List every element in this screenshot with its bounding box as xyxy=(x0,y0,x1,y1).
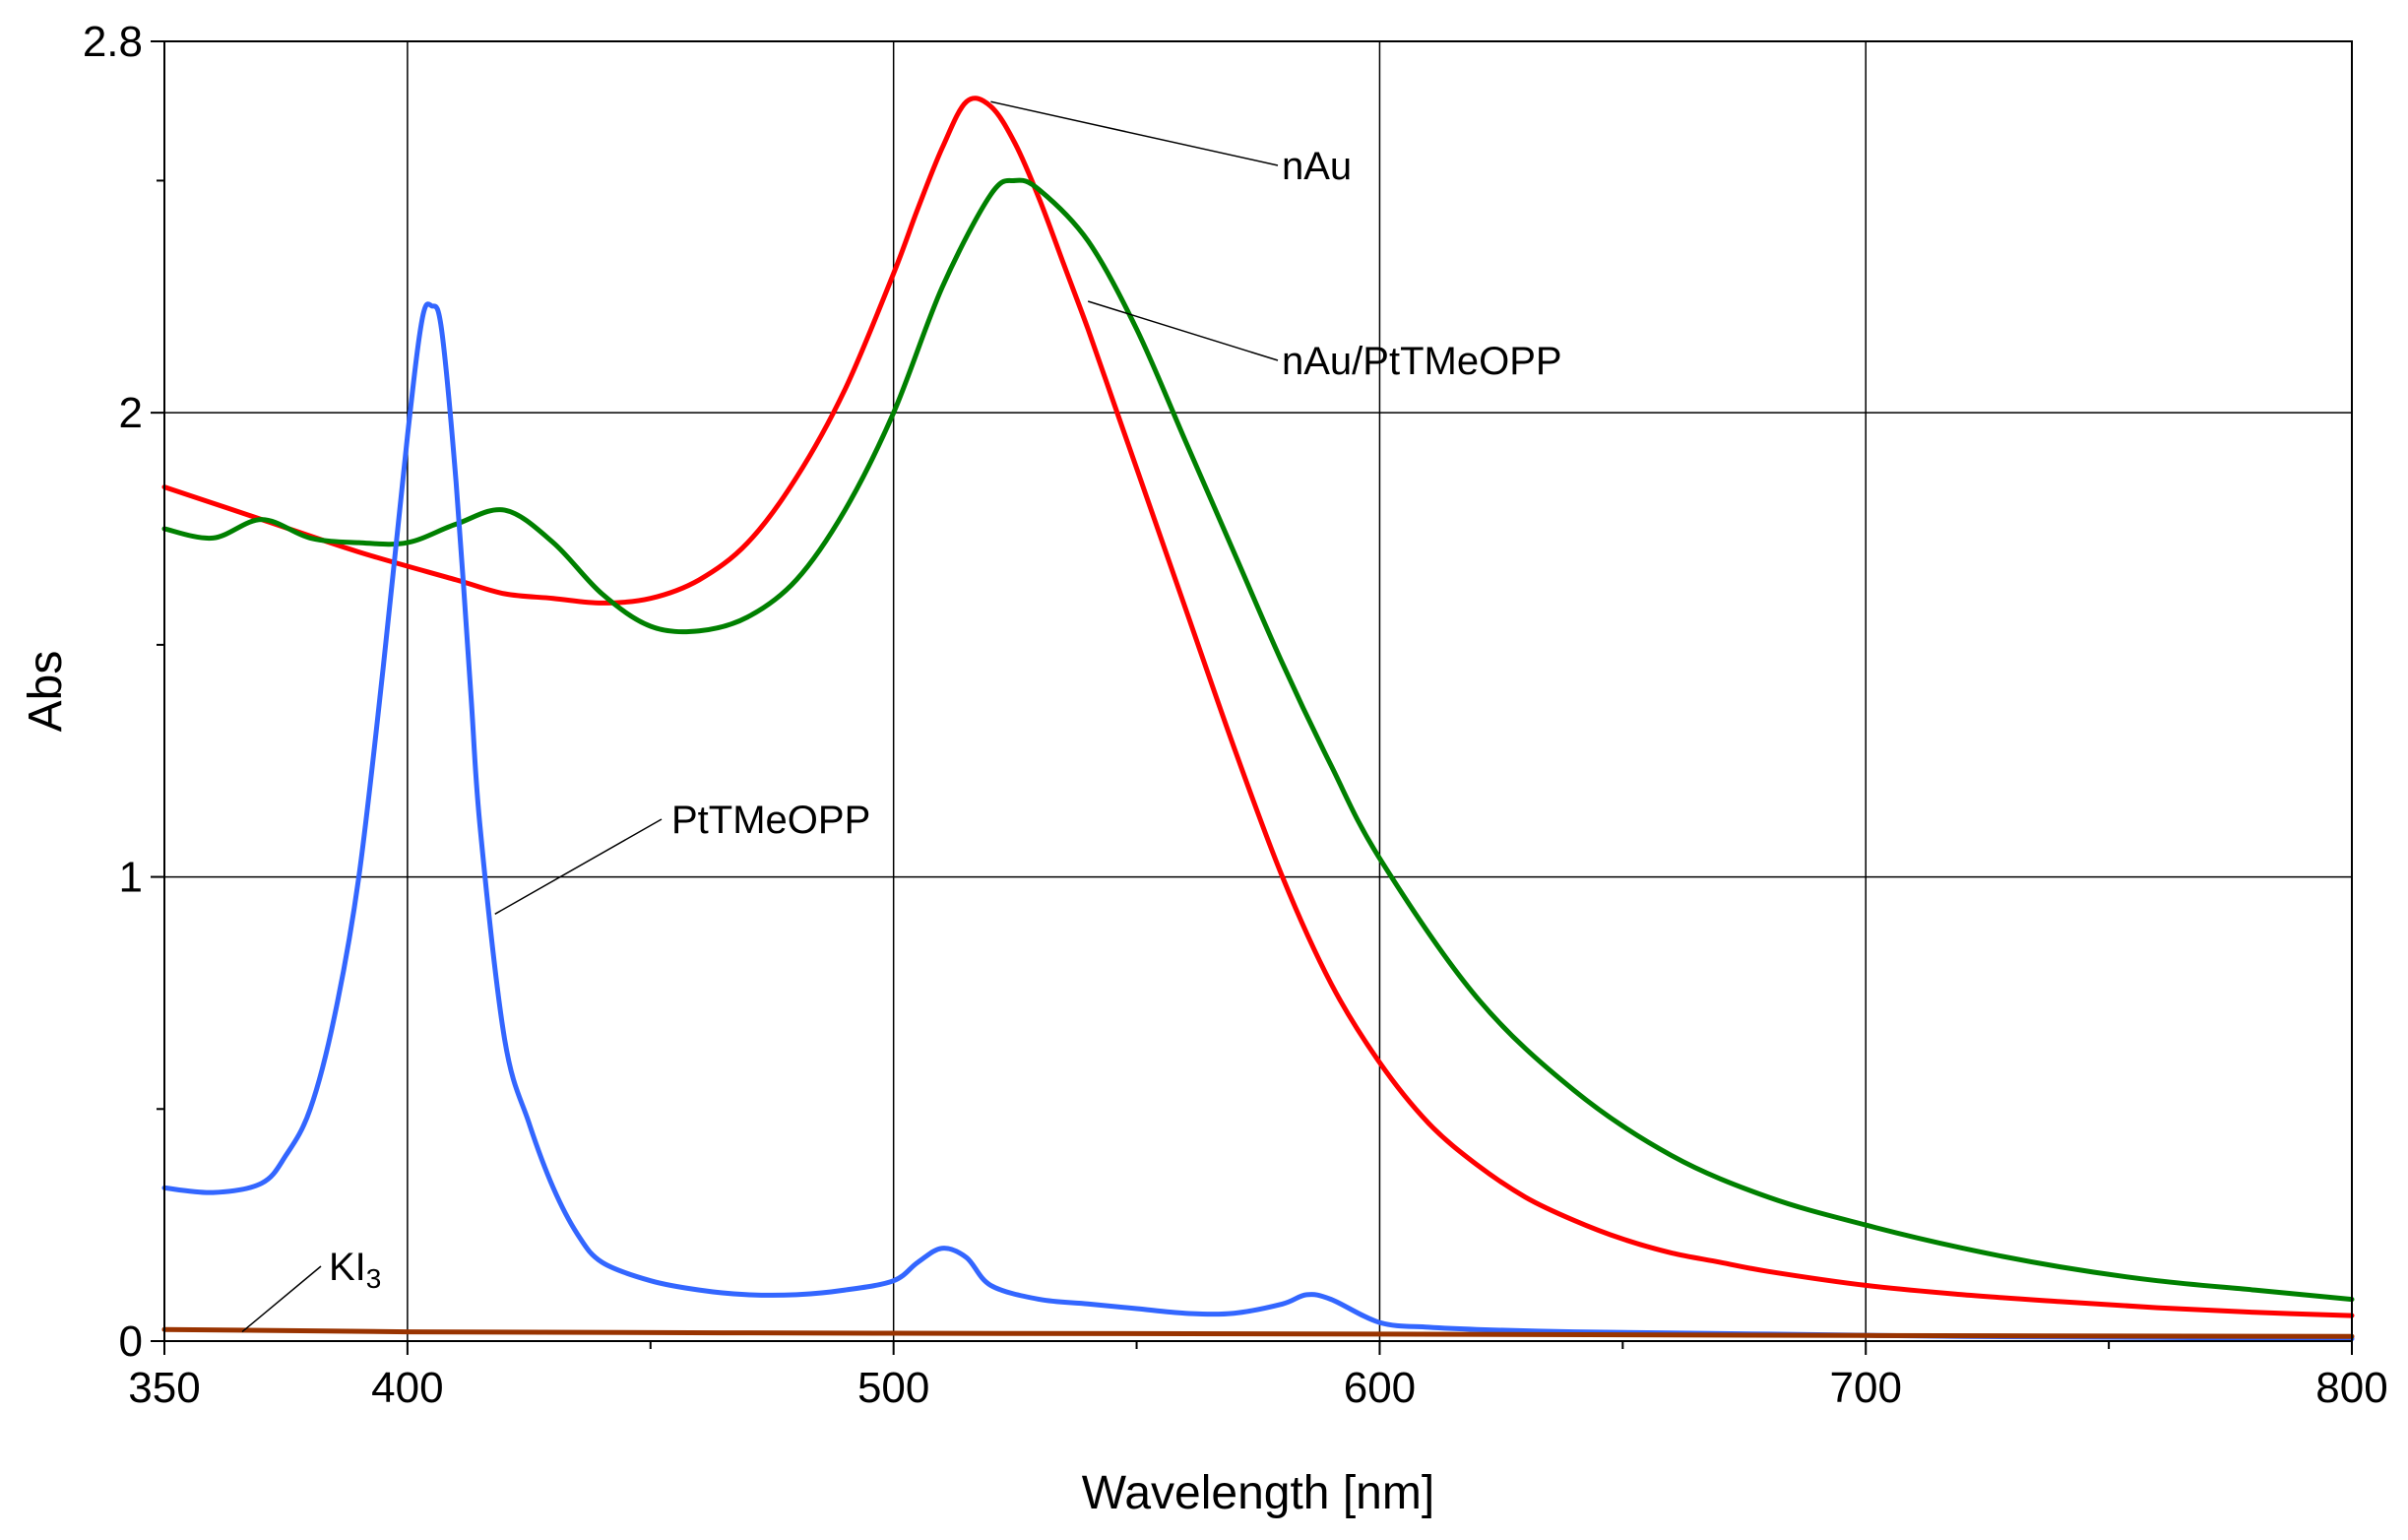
annotation-label: KI3 xyxy=(329,1246,381,1294)
annotation-leader-line xyxy=(241,1265,322,1333)
x-tick-label: 350 xyxy=(128,1364,200,1412)
grid xyxy=(164,41,2352,1341)
x-tick-label: 800 xyxy=(2315,1364,2387,1412)
x-tick-label: 500 xyxy=(857,1364,929,1412)
x-tick-label: 700 xyxy=(1830,1364,1902,1412)
annotation-leader-line xyxy=(990,100,1279,166)
series-line-pttmeopp xyxy=(161,301,2355,1342)
y-tick-label: 2 xyxy=(119,389,143,437)
series-line-nau xyxy=(161,96,2355,1318)
annotation-label: nAu xyxy=(1282,145,1352,188)
series-line-ki3 xyxy=(161,1326,2355,1339)
x-tick-label: 600 xyxy=(1344,1364,1416,1412)
x-axis-title: Wavelength [nm] xyxy=(1082,1467,1434,1519)
y-tick-label: 2.8 xyxy=(83,18,143,66)
x-tick-label: 400 xyxy=(371,1364,443,1412)
annotations: nAu nAu/PtTMeOPP PtTMeOPP KI3 xyxy=(241,100,1562,1333)
y-tick-label: 1 xyxy=(119,854,143,902)
annotation-label: PtTMeOPP xyxy=(671,799,870,842)
annotation-leader-line xyxy=(494,818,663,915)
annotation-leader-line xyxy=(1087,300,1279,361)
axis-ticks: 350 400 500 600 700 800 0 1 2 2.8 xyxy=(83,18,2388,1412)
series-line-nau-pttmeopp xyxy=(161,177,2355,1303)
annotation-label: nAu/PtTMeOPP xyxy=(1282,340,1562,383)
y-axis-title: Abs xyxy=(20,651,72,733)
plot-frame xyxy=(163,40,2353,1342)
series-lines xyxy=(161,96,2355,1342)
y-tick-label: 0 xyxy=(119,1317,143,1366)
